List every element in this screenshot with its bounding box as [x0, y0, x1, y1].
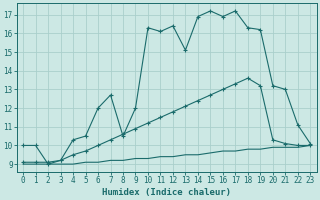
X-axis label: Humidex (Indice chaleur): Humidex (Indice chaleur)	[102, 188, 231, 197]
